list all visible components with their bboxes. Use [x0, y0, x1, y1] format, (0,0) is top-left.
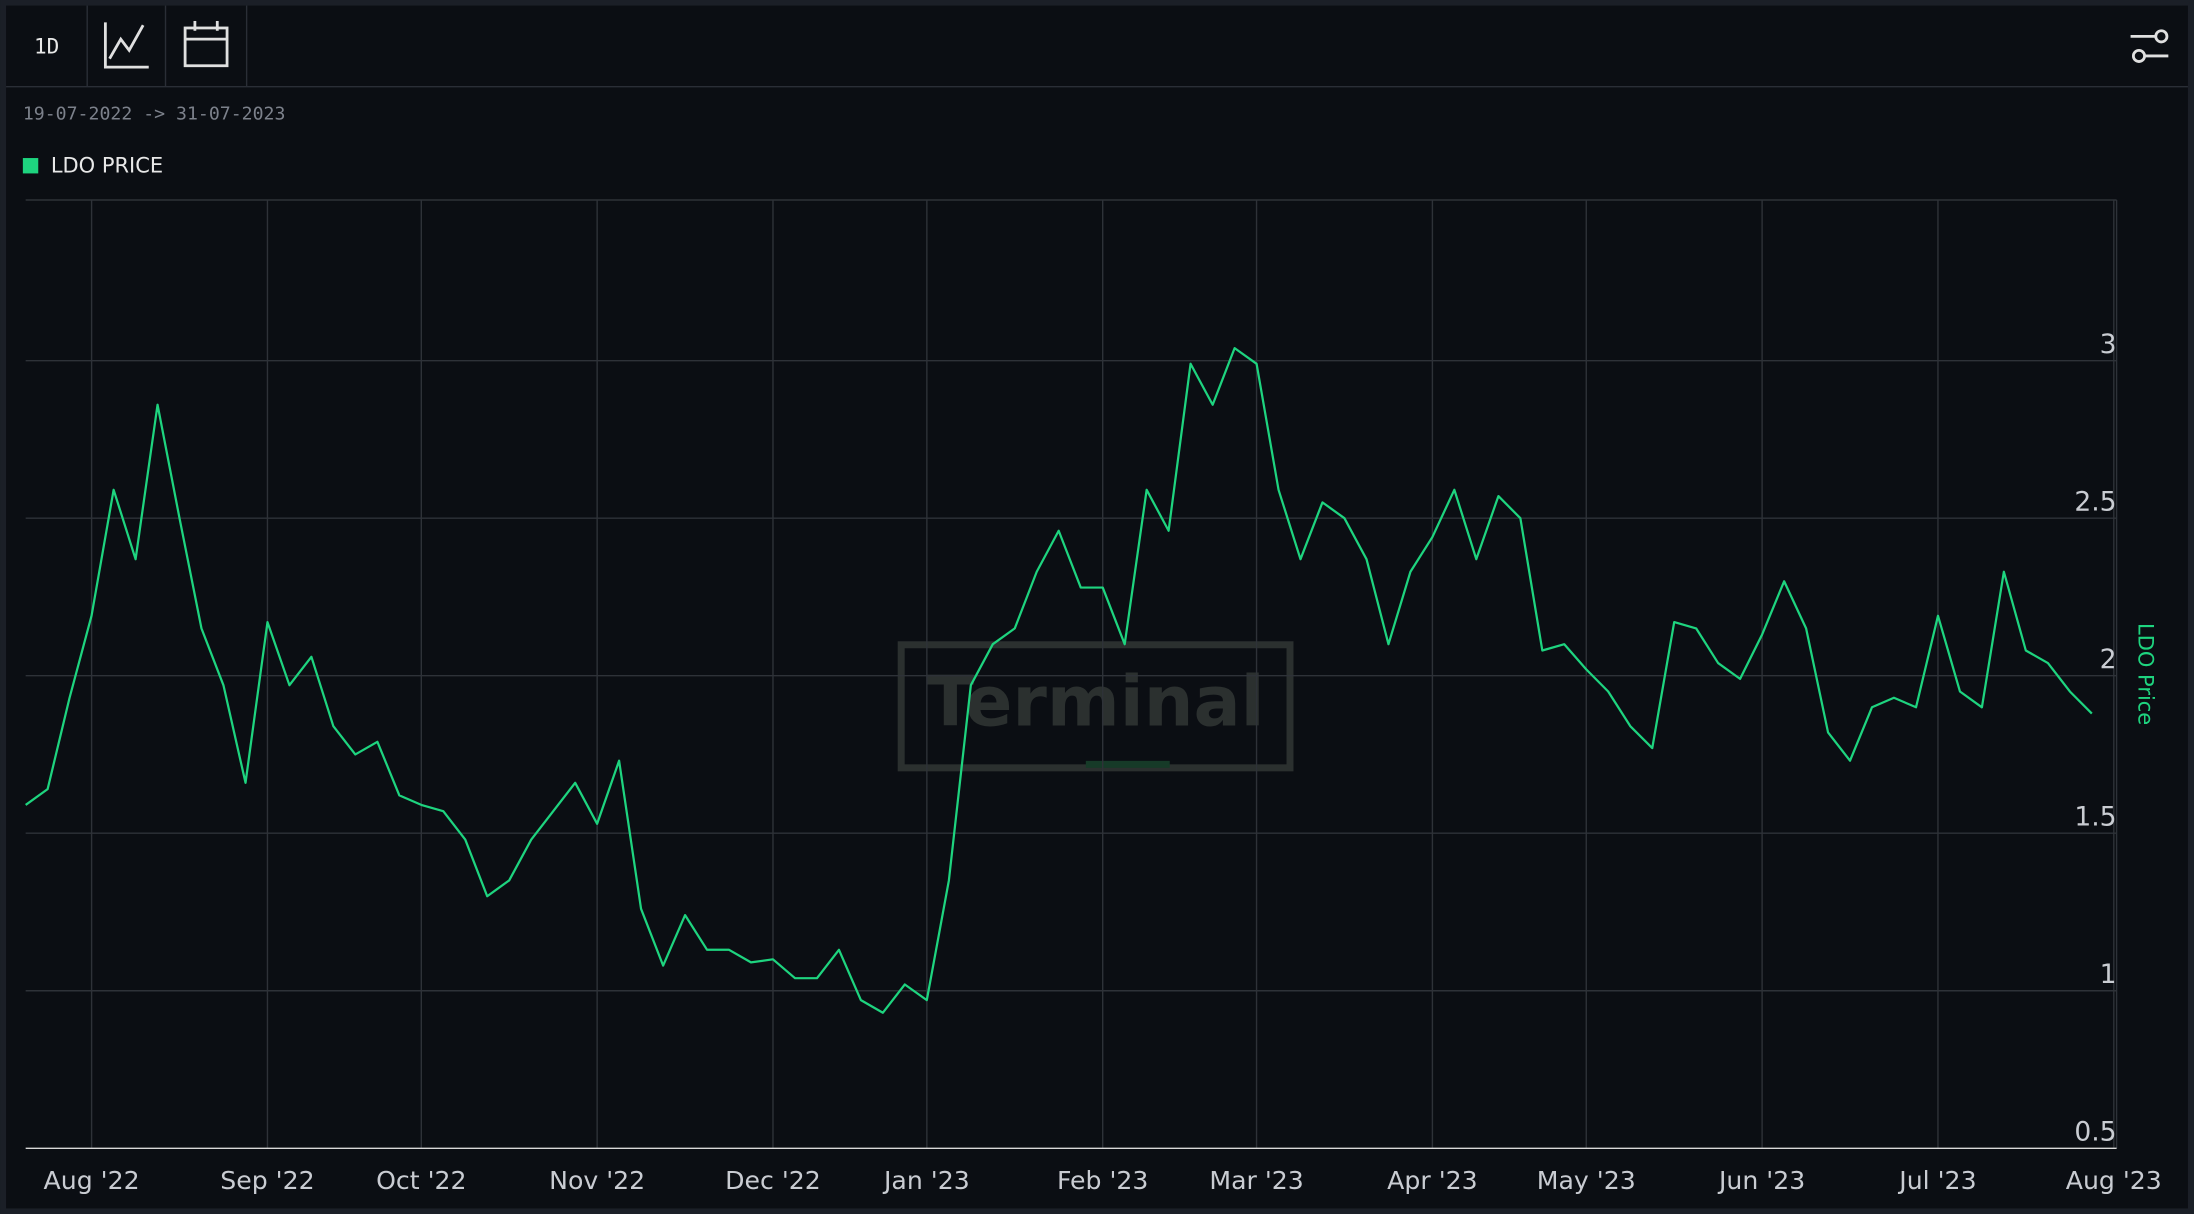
- y-tick-label: 1: [2100, 959, 2117, 990]
- y-tick-label: 3: [2100, 329, 2117, 360]
- x-tick-label: Jan '23: [882, 1166, 970, 1195]
- y-tick-label: 0.5: [2074, 1116, 2116, 1147]
- legend-label[interactable]: LDO PRICE: [51, 153, 163, 177]
- settings-button[interactable]: [2130, 29, 2169, 63]
- chart-type-button[interactable]: [103, 22, 149, 69]
- x-tick-label: May '23: [1537, 1166, 1636, 1195]
- x-tick-label: Feb '23: [1057, 1166, 1148, 1195]
- legend-swatch: [22, 158, 39, 174]
- x-tick-label: Aug '23: [2066, 1166, 2162, 1195]
- x-tick-label: Jul '23: [1897, 1166, 1976, 1195]
- x-tick-label: Mar '23: [1209, 1166, 1303, 1195]
- watermark: Terminal: [927, 661, 1265, 742]
- y-tick-label: 2.5: [2074, 486, 2116, 517]
- panel: [6, 5, 2188, 1209]
- x-tick-label: Aug '22: [44, 1166, 140, 1195]
- y-tick-label: 2: [2100, 644, 2117, 675]
- x-tick-label: Jun '23: [1717, 1166, 1805, 1195]
- price-line: [25, 346, 2093, 1014]
- date-range: 19-07-2022 -> 31-07-2023: [23, 104, 286, 125]
- x-tick-label: Dec '22: [725, 1166, 821, 1195]
- x-tick-label: Nov '22: [549, 1166, 645, 1195]
- interval-button[interactable]: 1D: [34, 35, 59, 59]
- watermark-bar: [1085, 760, 1170, 768]
- x-tick-label: Oct '22: [376, 1166, 466, 1195]
- x-tick-label: Sep '22: [220, 1166, 314, 1195]
- calendar-button[interactable]: [183, 20, 229, 68]
- y-tick-label: 1.5: [2074, 801, 2116, 832]
- x-tick-label: Apr '23: [1387, 1166, 1477, 1195]
- y-axis-label: LDO Price: [2134, 623, 2158, 725]
